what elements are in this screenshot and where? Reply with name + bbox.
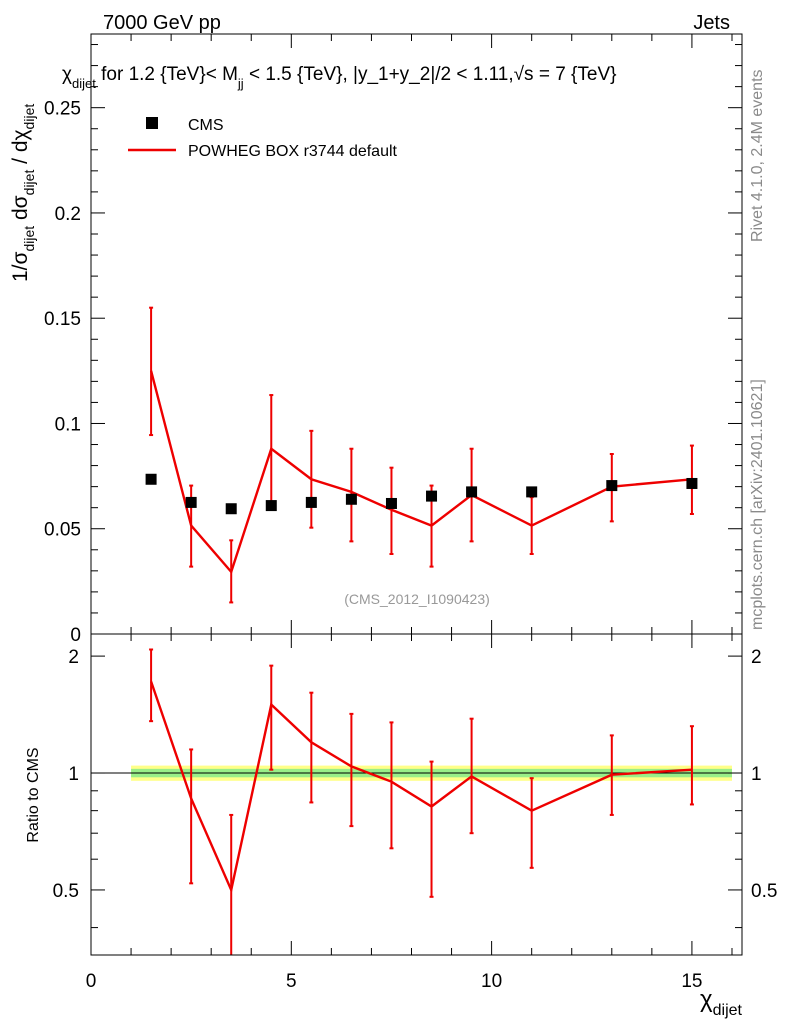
- cms-data-point: [345, 493, 357, 505]
- cms-data-point: [185, 496, 197, 508]
- legend: CMS POWHEG BOX r3744 default: [128, 117, 398, 160]
- cms-data-point: [426, 490, 438, 502]
- cms-data-point: [305, 496, 317, 508]
- xtick-label: 5: [286, 971, 297, 992]
- main-ytick-label: 0.1: [55, 414, 81, 435]
- cms-data-point: [385, 497, 397, 509]
- ratio-ylabel: Ratio to CMS: [25, 747, 42, 842]
- cms-data-point: [686, 477, 698, 489]
- main-ylabel: 1/σdijet dσdijet / dχdijet: [9, 104, 37, 282]
- cms-data-point: [526, 486, 538, 498]
- cms-data-point: [145, 473, 157, 485]
- main-ytick-label: 0: [70, 625, 81, 646]
- main-ytick-label: 0.15: [44, 309, 81, 330]
- ratio-frame: [90, 633, 743, 956]
- ratio-ytick-label-right: 1: [751, 764, 762, 785]
- ratio-xlabel: χdijet: [700, 986, 743, 1019]
- ratio-ytick-label: 2: [68, 647, 79, 668]
- header-left-label: 7000 GeV pp: [103, 12, 221, 34]
- xtick-label: 10: [481, 971, 502, 992]
- main-ytick-label: 0.2: [55, 204, 81, 225]
- ratio-panel: [91, 648, 742, 955]
- ratio-ytick-label: 1: [68, 764, 79, 785]
- legend-cms-marker: [146, 117, 158, 129]
- main-panel: [145, 306, 698, 604]
- legend-mc-label: POWHEG BOX r3744 default: [188, 143, 398, 160]
- cms-data-point: [606, 480, 618, 492]
- xtick-label: 0: [86, 971, 97, 992]
- legend-cms-label: CMS: [188, 117, 224, 134]
- ratio-ytick-label-right: 2: [751, 647, 762, 668]
- plot-title: χdijet for 1.2 {TeV}< Mjj < 1.5 {TeV}, |…: [62, 64, 616, 91]
- cms-data-point: [265, 500, 277, 512]
- main-ytick-label: 0.25: [44, 99, 81, 120]
- rivet-version-label: Rivet 4.1.0, 2.4M events: [749, 69, 766, 242]
- ratio-ytick-label: 0.5: [53, 881, 79, 902]
- xtick-label: 15: [681, 971, 702, 992]
- mcplots-label: mcplots.cern.ch [arXiv:2401.10621]: [749, 379, 766, 630]
- main-ytick-label: 0.05: [44, 520, 81, 541]
- ratio-series-line: [149, 681, 692, 894]
- cms-data-point: [225, 503, 237, 515]
- analysis-watermark: (CMS_2012_I1090423): [344, 591, 490, 607]
- ratio-ytick-label-right: 0.5: [751, 881, 777, 902]
- axes: 0.05 0.1 0.15 0.2 0.25 0 0 5 10 15 0.5 0.5 1 1 2 2: [44, 33, 777, 992]
- header-right-label: Jets: [693, 12, 730, 34]
- mc-series-line: [149, 370, 693, 575]
- cms-data-point: [466, 486, 478, 498]
